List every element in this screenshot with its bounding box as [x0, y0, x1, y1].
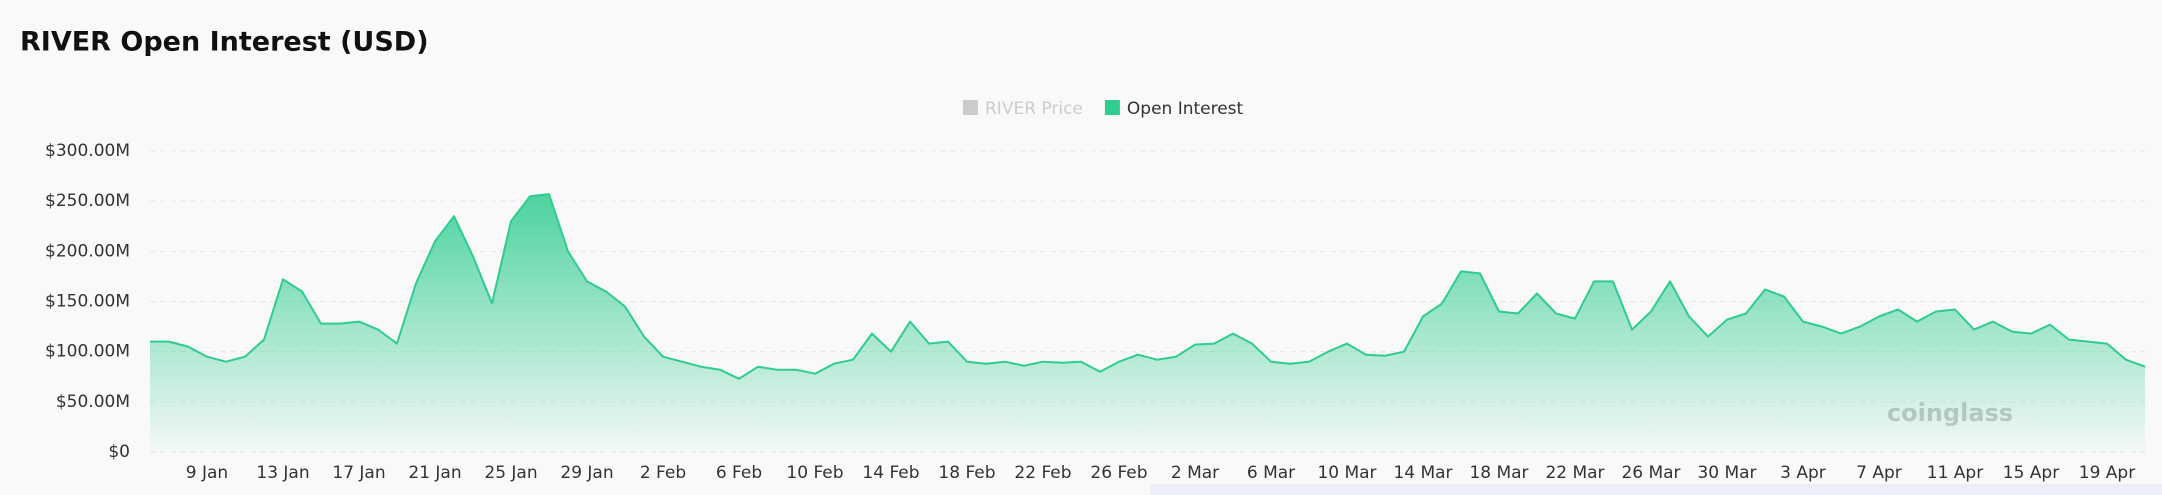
- legend-label[interactable]: RIVER Price: [985, 99, 1083, 119]
- x-tick-label: 18 Mar: [1469, 463, 1528, 483]
- x-tick-label: 30 Mar: [1697, 463, 1756, 483]
- x-tick-label: 22 Mar: [1545, 463, 1604, 483]
- x-tick-label: 26 Mar: [1621, 463, 1680, 483]
- x-tick-label: 3 Apr: [1780, 463, 1826, 483]
- x-tick-label: 14 Mar: [1393, 463, 1452, 483]
- x-tick-label: 7 Apr: [1856, 463, 1902, 483]
- x-tick-label: 26 Feb: [1090, 463, 1147, 483]
- y-tick-label: $250.00M: [45, 191, 130, 211]
- legend-swatch[interactable]: [963, 100, 978, 115]
- area-fill: [150, 194, 2145, 452]
- scroll-strip: [1150, 484, 2162, 495]
- x-tick-label: 2 Feb: [640, 463, 686, 483]
- x-tick-label: 10 Mar: [1317, 463, 1376, 483]
- y-tick-label: $200.00M: [45, 241, 130, 261]
- y-tick-label: $50.00M: [56, 392, 130, 412]
- x-tick-label: 6 Feb: [716, 463, 762, 483]
- y-tick-label: $0: [108, 442, 130, 462]
- x-tick-label: 22 Feb: [1014, 463, 1071, 483]
- x-tick-label: 2 Mar: [1171, 463, 1219, 483]
- y-tick-label: $150.00M: [45, 292, 130, 312]
- y-tick-label: $100.00M: [45, 342, 130, 362]
- x-tick-label: 9 Jan: [186, 463, 228, 483]
- x-tick-label: 10 Feb: [786, 463, 843, 483]
- x-tick-label: 18 Feb: [938, 463, 995, 483]
- x-tick-label: 15 Apr: [2003, 463, 2059, 483]
- legend-label[interactable]: Open Interest: [1127, 99, 1244, 119]
- x-tick-label: 19 Apr: [2079, 463, 2135, 483]
- legend-swatch[interactable]: [1104, 100, 1120, 115]
- x-tick-label: 6 Mar: [1247, 463, 1295, 483]
- x-tick-label: 25 Jan: [484, 463, 537, 483]
- y-tick-label: $300.00M: [45, 141, 130, 161]
- x-tick-label: 29 Jan: [560, 463, 613, 483]
- x-tick-label: 17 Jan: [332, 463, 385, 483]
- area-line: [150, 193, 2146, 380]
- x-tick-label: 13 Jan: [256, 463, 309, 483]
- x-tick-label: 21 Jan: [408, 463, 461, 483]
- x-tick-label: 11 Apr: [1927, 463, 1983, 483]
- chart-title: RIVER Open Interest (USD): [20, 27, 429, 58]
- x-tick-label: 14 Feb: [862, 463, 919, 483]
